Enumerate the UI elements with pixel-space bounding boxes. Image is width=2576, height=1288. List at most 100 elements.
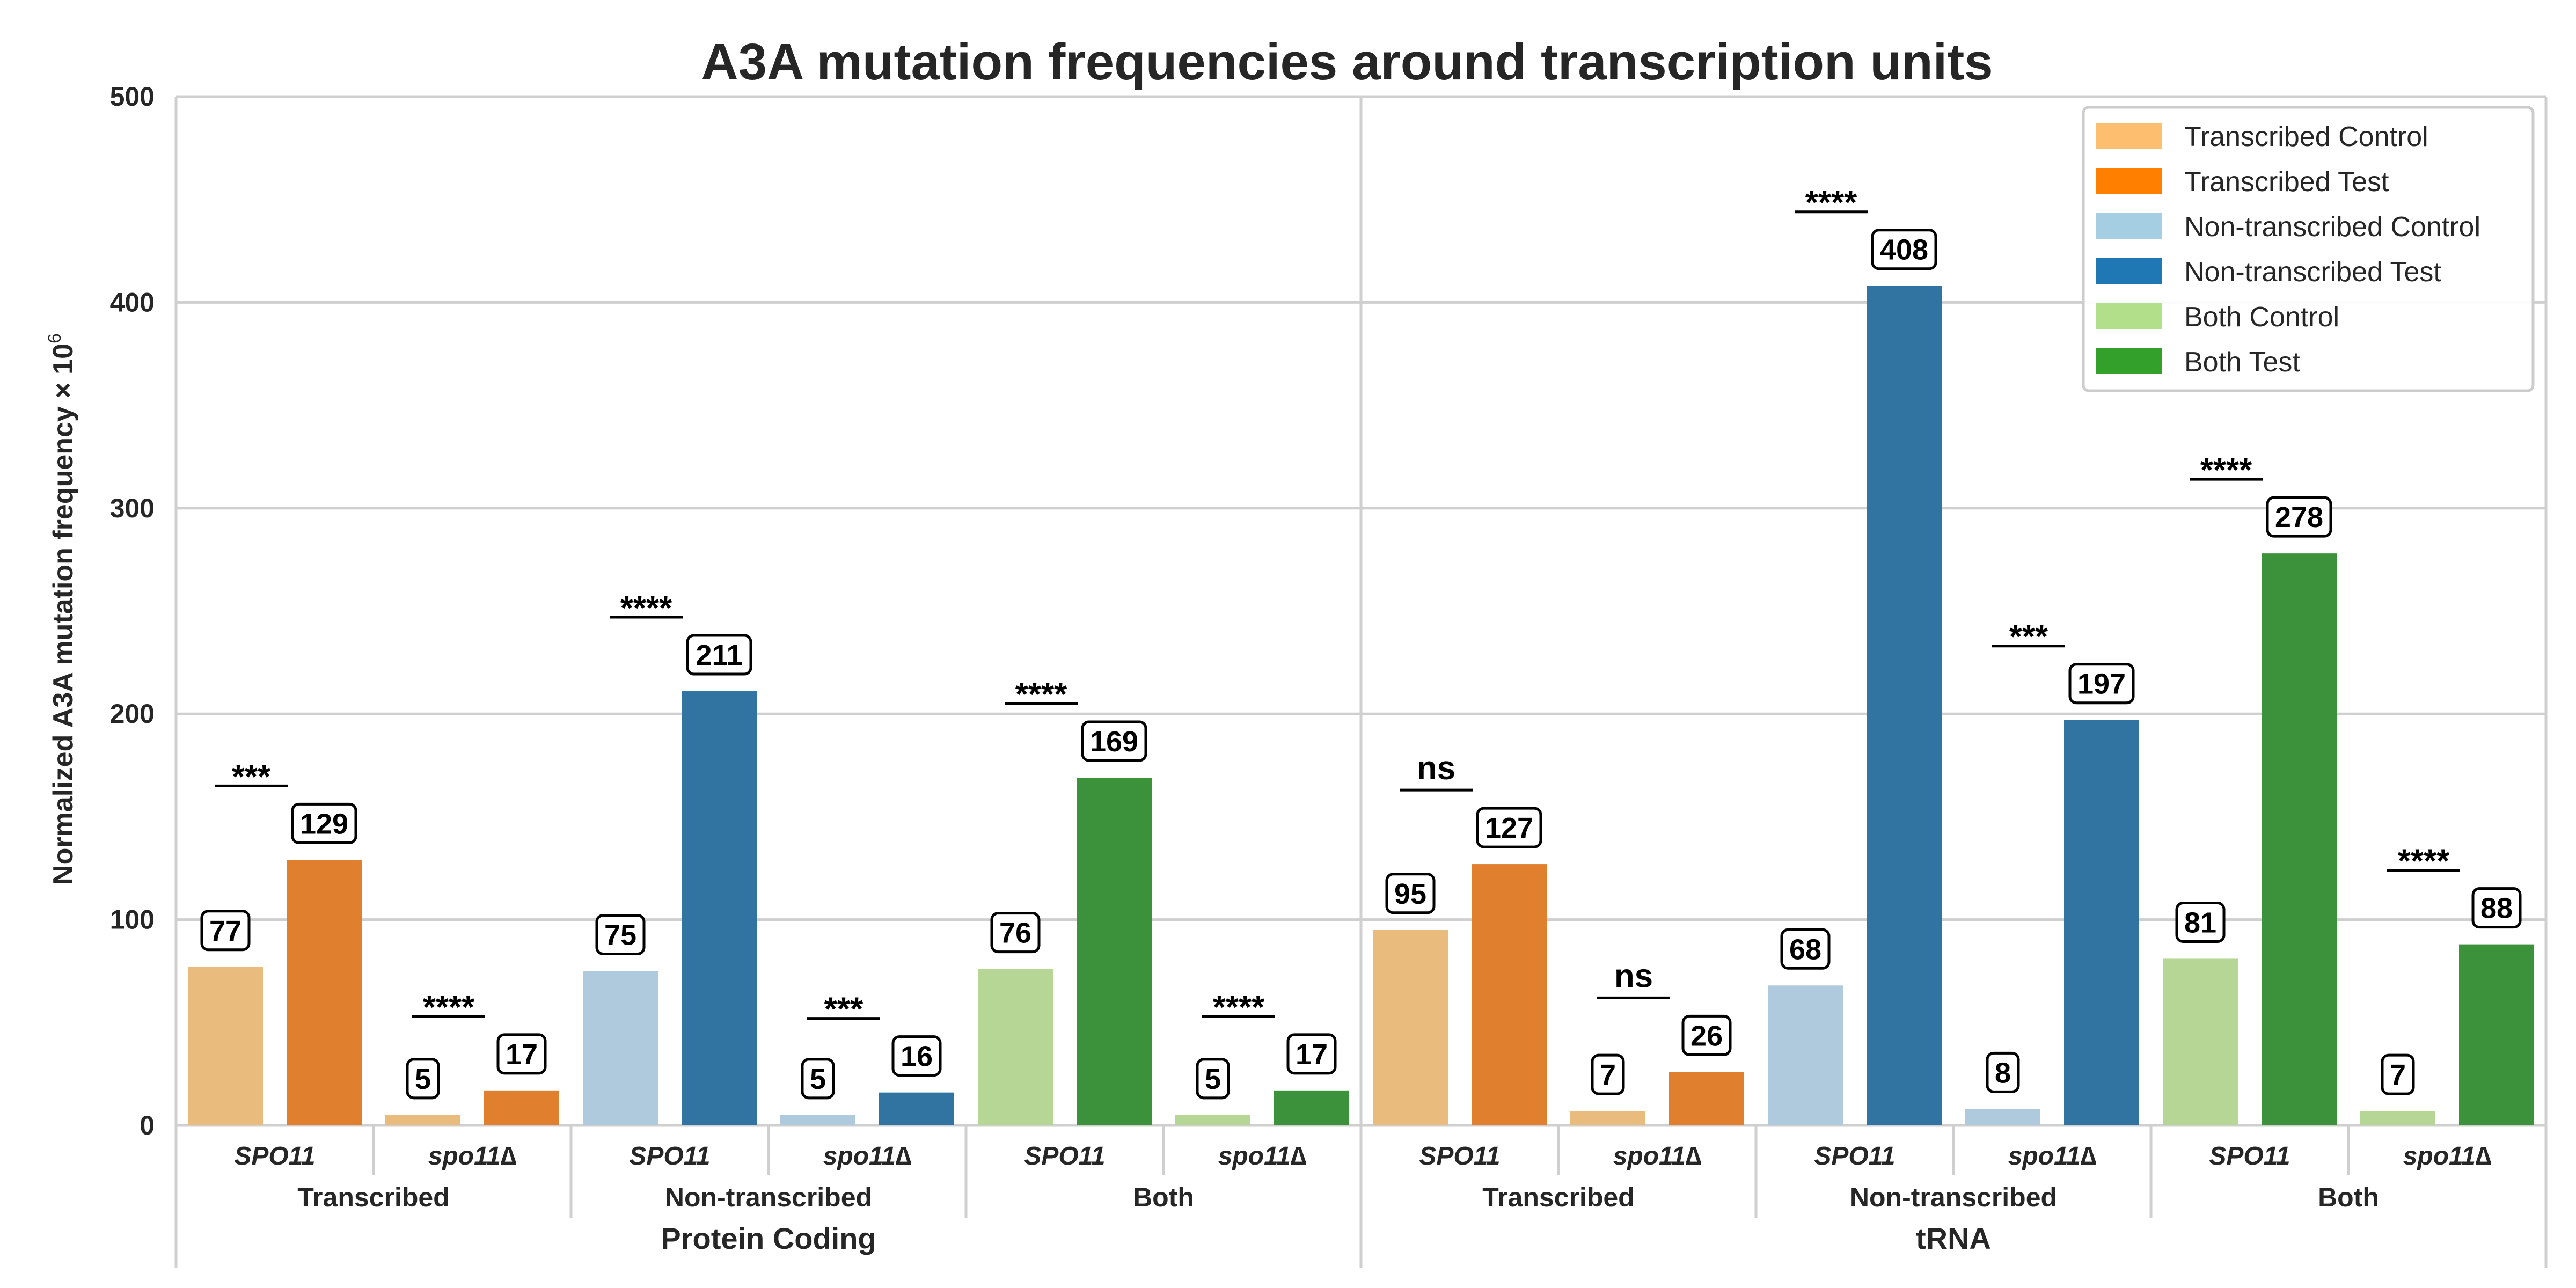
bar-control <box>1373 930 1448 1125</box>
bar-test <box>484 1090 559 1125</box>
bar-control <box>1965 1109 2040 1125</box>
y-tick-label: 500 <box>110 82 155 112</box>
data-label-test: 26 <box>1690 1020 1723 1052</box>
significance-annotations: **********************nsns**************… <box>215 185 2460 1028</box>
legend-entry-label: Non-transcribed Control <box>2184 211 2480 243</box>
data-label-test: 169 <box>1090 726 1138 758</box>
data-label-test: 16 <box>901 1041 933 1073</box>
data-label-test-box <box>891 1035 942 1077</box>
data-label-test-box <box>1871 229 1937 270</box>
data-label-test: 17 <box>1296 1038 1328 1071</box>
data-label-control-box <box>1986 1051 2020 1093</box>
significance-label: ns <box>1614 957 1653 994</box>
x-tick-genotype: spo11∆ <box>428 1142 517 1170</box>
x-tick-genotype: spo11∆ <box>1218 1142 1307 1170</box>
bar-control <box>2360 1111 2435 1125</box>
y-tick-label: 300 <box>110 493 155 523</box>
significance-label: **** <box>1015 676 1067 713</box>
y-tick-label: 100 <box>110 905 155 935</box>
data-label-control: 8 <box>1995 1057 2011 1089</box>
significance-label: *** <box>232 758 271 795</box>
bar-control <box>385 1115 460 1125</box>
data-label-test-box <box>1681 1014 1732 1056</box>
bar-test <box>879 1092 954 1125</box>
x-tick-genotype: SPO11 <box>1814 1142 1895 1170</box>
data-label-test-box <box>496 1033 547 1075</box>
data-label-control-box <box>595 913 646 955</box>
data-label-test: 129 <box>300 808 348 840</box>
legend-box <box>2082 106 2535 392</box>
bar-test <box>1472 864 1547 1125</box>
y-axis-label: Normalized A3A mutation frequency × 106 <box>45 333 79 885</box>
legend-swatch <box>2096 348 2162 374</box>
bar-test <box>682 691 757 1125</box>
bar-control <box>1768 985 1843 1125</box>
legend-entry-label: Both Test <box>2184 347 2300 378</box>
significance-label: **** <box>423 989 475 1026</box>
legend-entry-label: Both Control <box>2184 302 2339 333</box>
x-group-label: Transcribed <box>297 1182 449 1212</box>
data-label-control: 5 <box>810 1063 826 1095</box>
data-label-test-box <box>2068 663 2135 705</box>
legend-swatch <box>2096 213 2162 239</box>
data-label-test-box <box>1286 1033 1337 1075</box>
y-axis-title-text: Normalized A3A mutation frequency × 10 <box>48 343 79 885</box>
bar-control <box>978 969 1053 1125</box>
chart-title: A3A mutation frequencies around transcri… <box>701 33 1993 91</box>
data-label-test-box <box>2266 496 2332 538</box>
x-group-label: Both <box>2318 1182 2379 1212</box>
data-label-control: 7 <box>2390 1059 2406 1091</box>
legend-swatch <box>2096 168 2162 194</box>
data-label-control: 95 <box>1394 878 1426 910</box>
data-label-test: 211 <box>696 639 742 671</box>
data-label-test-box <box>1476 807 1542 848</box>
bar-test <box>1077 778 1152 1125</box>
y-tick-label: 0 <box>140 1110 155 1140</box>
legend-entry-label: Transcribed Test <box>2184 166 2389 197</box>
y-tick-label: 400 <box>110 287 155 317</box>
x-tick-genotype: SPO11 <box>1419 1142 1500 1170</box>
data-label-control-box <box>1196 1058 1230 1100</box>
data-label-control-box <box>1780 928 1831 970</box>
legend-swatch <box>2096 303 2162 329</box>
data-label-control-box <box>1385 873 1436 914</box>
data-label-control: 77 <box>209 915 241 947</box>
x-tick-genotype: SPO11 <box>1024 1142 1105 1170</box>
bar-control <box>2163 958 2238 1125</box>
significance-label: ns <box>1417 750 1455 787</box>
legend-swatch <box>2096 123 2162 149</box>
data-label-control-box <box>406 1058 440 1100</box>
data-label-control: 7 <box>1600 1059 1616 1091</box>
data-label-test-box <box>686 634 752 676</box>
bar-test <box>1867 286 1942 1125</box>
bar-test <box>2064 720 2139 1125</box>
x-axis-labels: SPO11 spo11∆ Transcribed SPO11 spo11∆ Non-tra… <box>234 1125 2491 1255</box>
significance-label: *** <box>2009 619 2048 656</box>
data-label-test: 127 <box>1485 812 1533 844</box>
data-label-control-box <box>990 912 1041 954</box>
bar-test <box>1669 1072 1744 1125</box>
bar-control <box>780 1115 855 1125</box>
data-label-control: 5 <box>415 1063 431 1095</box>
bar-control <box>188 967 263 1125</box>
significance-label: **** <box>2200 452 2252 489</box>
data-labels: 77 129 5 17 75 211 5 16 76 169 5 17 95 127 7 26 68 408 8 19… <box>200 229 2522 1100</box>
bar-control <box>583 971 658 1125</box>
legend-swatch <box>2096 258 2162 284</box>
data-label-control: 81 <box>2184 906 2216 939</box>
data-label-control-box <box>2381 1053 2415 1095</box>
significance-label: **** <box>620 590 672 627</box>
data-label-control: 75 <box>604 919 636 951</box>
bar-test <box>2459 944 2534 1125</box>
x-tick-genotype: spo11∆ <box>1613 1142 1702 1170</box>
x-group-label: Non-transcribed <box>665 1182 872 1212</box>
x-group-label: Both <box>1133 1182 1194 1212</box>
data-label-test: 408 <box>1880 234 1928 266</box>
y-tick-label: 200 <box>110 699 155 729</box>
bar-control <box>1175 1115 1250 1125</box>
data-label-control: 76 <box>999 917 1031 949</box>
legend-entry-label: Non-transcribed Test <box>2184 257 2441 288</box>
x-group-label: Non-transcribed <box>1850 1182 2057 1212</box>
data-label-test: 278 <box>2275 501 2323 533</box>
